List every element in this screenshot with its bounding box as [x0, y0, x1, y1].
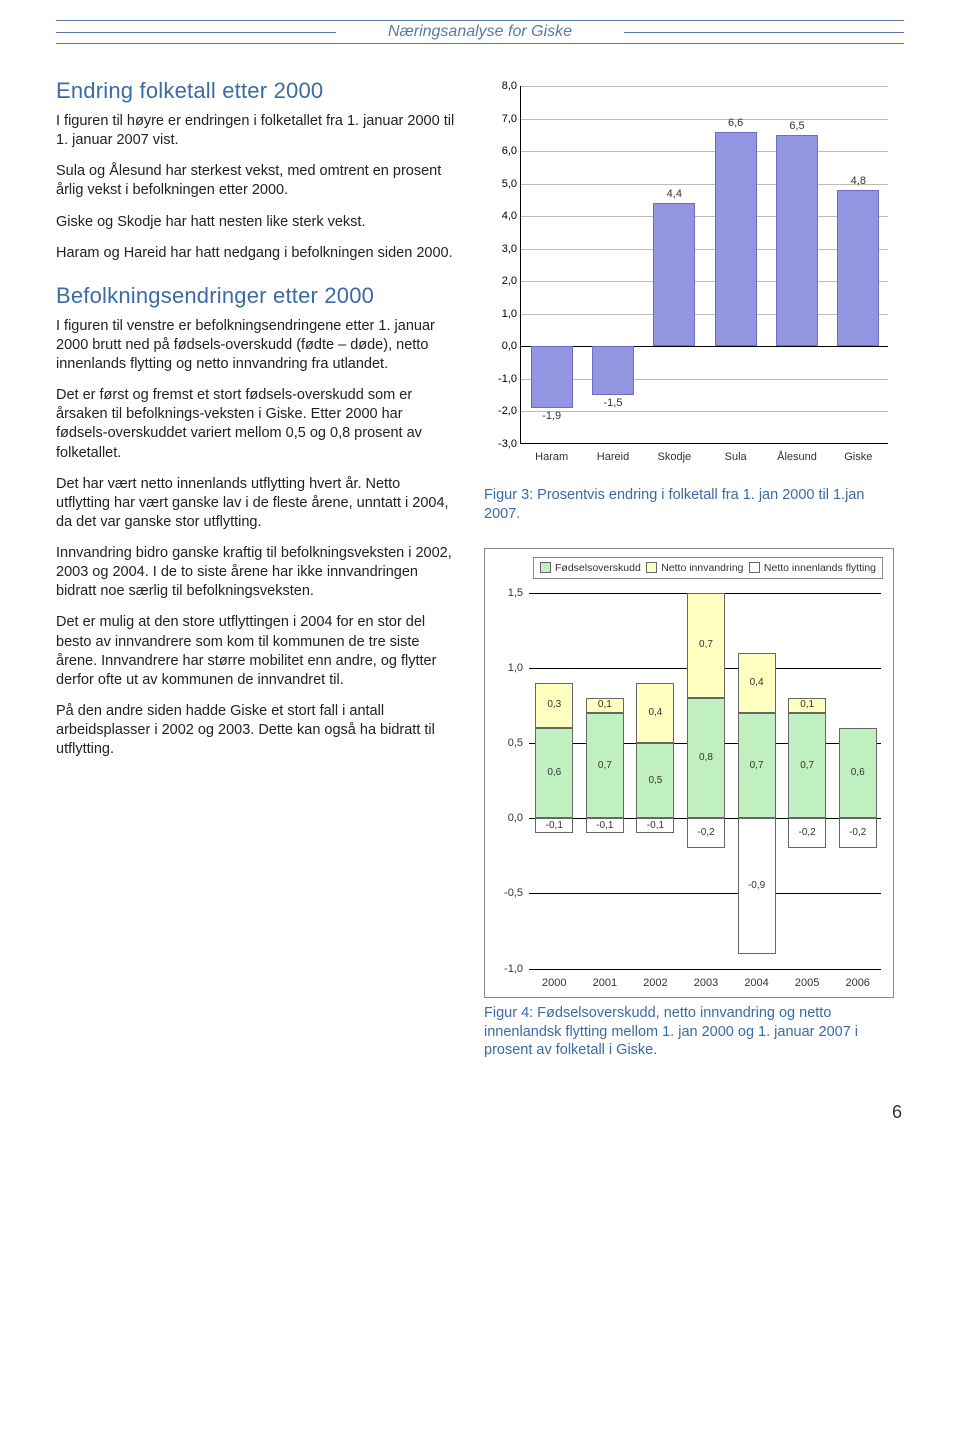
y-tick: 3,0 — [487, 243, 517, 255]
x-label: Sula — [705, 451, 766, 463]
y-tick: 1,0 — [493, 662, 523, 674]
right-column: -3,0 -2,0 -1,0 0,0 1,0 2,0 3,0 4,0 5,0 6,0 7,0 8,0 -… — [484, 78, 904, 1084]
bar-value-label: -1,5 — [592, 397, 634, 409]
y-tick: 6,0 — [487, 145, 517, 157]
segment-label: -0,2 — [687, 827, 725, 838]
x-label: 2001 — [580, 977, 631, 989]
bar — [653, 203, 695, 346]
para: Innvandring bidro ganske kraftig til bef… — [56, 544, 456, 601]
para: Giske og Skodje har hatt nesten like ste… — [56, 213, 456, 232]
segment-label: 0,7 — [738, 760, 776, 771]
x-label: 2002 — [630, 977, 681, 989]
para: Sula og Ålesund har sterkest vekst, med … — [56, 162, 456, 200]
y-tick: 4,0 — [487, 210, 517, 222]
segment-label: 0,7 — [687, 639, 725, 650]
segment-label: 0,7 — [788, 760, 826, 771]
x-label: 2003 — [681, 977, 732, 989]
para: I figuren til høyre er endringen i folke… — [56, 112, 456, 150]
y-tick: -1,0 — [487, 373, 517, 385]
bar — [592, 346, 634, 395]
y-tick: 8,0 — [487, 80, 517, 92]
x-label: 2005 — [782, 977, 833, 989]
para: Haram og Hareid har hatt nedgang i befol… — [56, 244, 456, 263]
y-tick: 5,0 — [487, 178, 517, 190]
bar — [531, 346, 573, 408]
y-tick: 2,0 — [487, 275, 517, 287]
chart-folketall: -3,0 -2,0 -1,0 0,0 1,0 2,0 3,0 4,0 5,0 6,0 7,0 8,0 -… — [484, 78, 894, 478]
bar-value-label: 4,4 — [653, 188, 695, 200]
segment-label: 0,3 — [535, 699, 573, 710]
bar-value-label: 6,6 — [715, 117, 757, 129]
y-tick: 0,0 — [487, 340, 517, 352]
segment-label: -0,1 — [636, 820, 674, 831]
y-tick: 7,0 — [487, 113, 517, 125]
bar-value-label: 4,8 — [837, 175, 879, 187]
chart-befolkningsendringer: Fødselsoverskudd Netto innvandring Netto… — [484, 548, 894, 998]
bar — [715, 132, 757, 347]
x-label: 2006 — [832, 977, 883, 989]
legend-label: Fødselsoverskudd — [555, 562, 641, 574]
legend-label: Netto innenlands flytting — [764, 562, 876, 574]
x-label: Giske — [828, 451, 889, 463]
segment-label: -0,9 — [738, 880, 776, 891]
x-label: Hareid — [582, 451, 643, 463]
segment-label: 0,6 — [839, 767, 877, 778]
para: I figuren til venstre er befolkningsendr… — [56, 317, 456, 374]
segment-label: 0,5 — [636, 775, 674, 786]
x-label: Skodje — [644, 451, 705, 463]
bar — [776, 135, 818, 347]
para: Det har vært netto innenlands utflytting… — [56, 475, 456, 532]
segment-label: 0,4 — [738, 677, 776, 688]
x-label: Ålesund — [766, 451, 827, 463]
y-tick: -1,0 — [493, 963, 523, 975]
bar — [837, 190, 879, 346]
segment-label: 0,7 — [586, 760, 624, 771]
y-tick: -2,0 — [487, 405, 517, 417]
x-label: 2004 — [731, 977, 782, 989]
y-tick: 0,5 — [493, 737, 523, 749]
segment-label: 0,8 — [687, 752, 725, 763]
y-tick: 1,0 — [487, 308, 517, 320]
segment-label: 0,1 — [586, 699, 624, 710]
left-column: Endring folketall etter 2000 I figuren t… — [56, 78, 456, 1084]
segment-label: -0,2 — [788, 827, 826, 838]
x-label: 2000 — [529, 977, 580, 989]
heading-folketall: Endring folketall etter 2000 — [56, 78, 456, 104]
heading-befolkningsendringer: Befolkningsendringer etter 2000 — [56, 283, 456, 309]
figure4-caption: Figur 4: Fødselsoverskudd, netto innvand… — [484, 1004, 904, 1061]
segment-label: 0,6 — [535, 767, 573, 778]
y-tick: 0,0 — [493, 812, 523, 824]
page-header: Næringsanalyse for Giske — [56, 20, 904, 44]
segment-label: 0,1 — [788, 699, 826, 710]
y-tick: -0,5 — [493, 887, 523, 899]
segment-label: -0,2 — [839, 827, 877, 838]
page-number: 6 — [56, 1102, 904, 1123]
para: Det er mulig at den store utflyttingen i… — [56, 613, 456, 690]
chart2-legend: Fødselsoverskudd Netto innvandring Netto… — [533, 557, 883, 579]
legend-label: Netto innvandring — [661, 562, 743, 574]
y-tick: 1,5 — [493, 587, 523, 599]
bar-value-label: 6,5 — [776, 120, 818, 132]
segment-label: 0,4 — [636, 707, 674, 718]
para: Det er først og fremst et stort fødsels-… — [56, 386, 456, 463]
segment-label: -0,1 — [586, 820, 624, 831]
para: På den andre siden hadde Giske et stort … — [56, 702, 456, 759]
segment-label: -0,1 — [535, 820, 573, 831]
figure3-caption: Figur 3: Prosentvis endring i folketall … — [484, 486, 904, 524]
y-tick: -3,0 — [487, 438, 517, 450]
x-label: Haram — [521, 451, 582, 463]
bar-value-label: -1,9 — [531, 410, 573, 422]
